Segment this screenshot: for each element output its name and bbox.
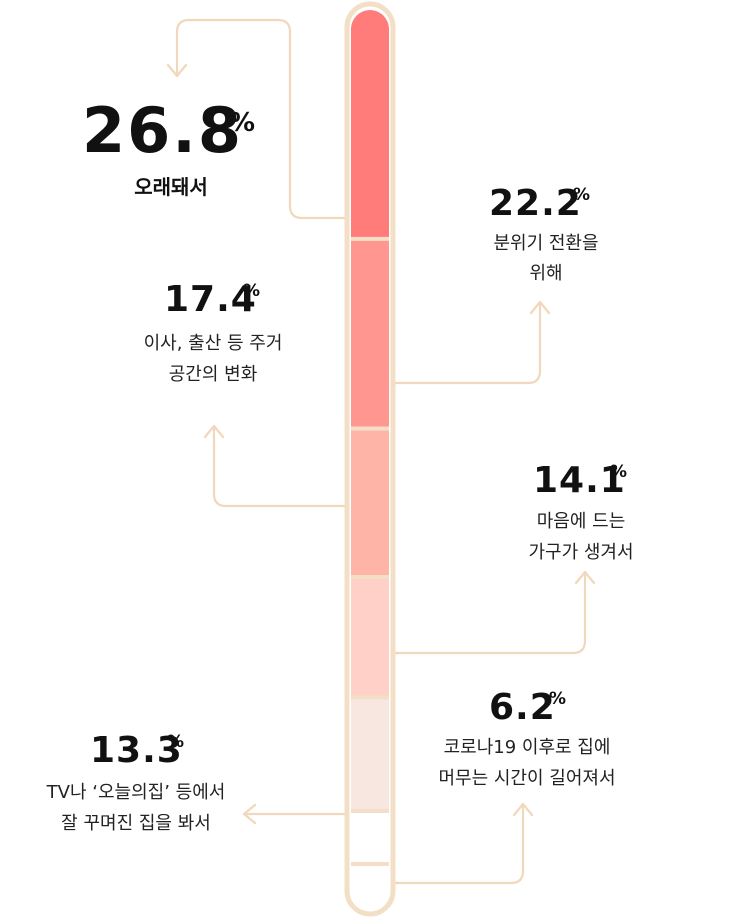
arrowhead-5 (242, 803, 257, 825)
connector-2 (393, 302, 542, 385)
category-label-6b: 머무는 시간이 길어져서 (438, 768, 615, 789)
arrowhead-4 (574, 570, 596, 585)
value-label-3: 17.4 (164, 279, 257, 320)
value-label-4: 14.1 (533, 460, 626, 501)
category-label-3b: 공간의 변화 (169, 364, 258, 385)
value-label-2: 22.2 (489, 183, 582, 224)
bar-segment-6 (351, 811, 389, 864)
value-label-1: 26.8 (82, 94, 243, 167)
pct-sign-1: % (229, 108, 255, 138)
bar-segment-4 (351, 577, 389, 698)
label-group-3: 17.4 % 이사, 출산 등 주거 공간의 변화 (144, 279, 283, 385)
pct-sign-5: % (167, 732, 184, 752)
pct-sign-4: % (610, 462, 627, 482)
category-label-6a: 코로나19 이후로 집에 (444, 737, 611, 758)
category-label-4b: 가구가 생겨서 (528, 542, 633, 563)
category-label-1: 오래돼서 (134, 175, 208, 199)
category-label-2a: 분위기 전환을 (493, 233, 598, 254)
connector-lines (166, 18, 596, 885)
label-group-5: 13.3 % TV나 ‘오늘의집’ 등에서 잘 꾸며진 집을 봐서 (46, 730, 226, 834)
connector-4 (393, 572, 587, 655)
arrowhead-6 (512, 802, 534, 817)
connector-3 (212, 426, 347, 508)
bar-segment-2 (351, 238, 389, 429)
category-label-3a: 이사, 출산 등 주거 (144, 333, 283, 354)
arrowhead-1 (166, 63, 188, 78)
category-label-4a: 마음에 드는 (537, 511, 626, 532)
pct-sign-6: % (549, 689, 566, 709)
connector-6 (393, 804, 525, 885)
value-label-6: 6.2 (489, 687, 556, 728)
pct-sign-2: % (573, 185, 590, 205)
label-group-2: 22.2 % 분위기 전환을 위해 (489, 183, 599, 284)
arrowhead-3 (203, 424, 225, 439)
value-label-5: 13.3 (90, 730, 183, 771)
arrowhead-2 (529, 300, 551, 315)
bar-segment-1 (351, 10, 389, 239)
pct-sign-3: % (243, 281, 260, 301)
label-group-1: 26.8 % 오래돼서 (82, 94, 255, 199)
bar-segment-3 (351, 428, 389, 578)
category-label-5a: TV나 ‘오늘의집’ 등에서 (46, 782, 226, 803)
label-group-6: 6.2 % 코로나19 이후로 집에 머무는 시간이 길어져서 (438, 687, 615, 789)
category-label-2b: 위해 (529, 263, 562, 284)
bar-segment-5 (351, 697, 389, 812)
connector-1 (175, 18, 347, 220)
category-label-5b: 잘 꾸며진 집을 봐서 (61, 813, 211, 834)
segment-group (351, 10, 389, 866)
stacked-column (344, 1, 396, 917)
label-group-4: 14.1 % 마음에 드는 가구가 생겨서 (528, 460, 633, 563)
